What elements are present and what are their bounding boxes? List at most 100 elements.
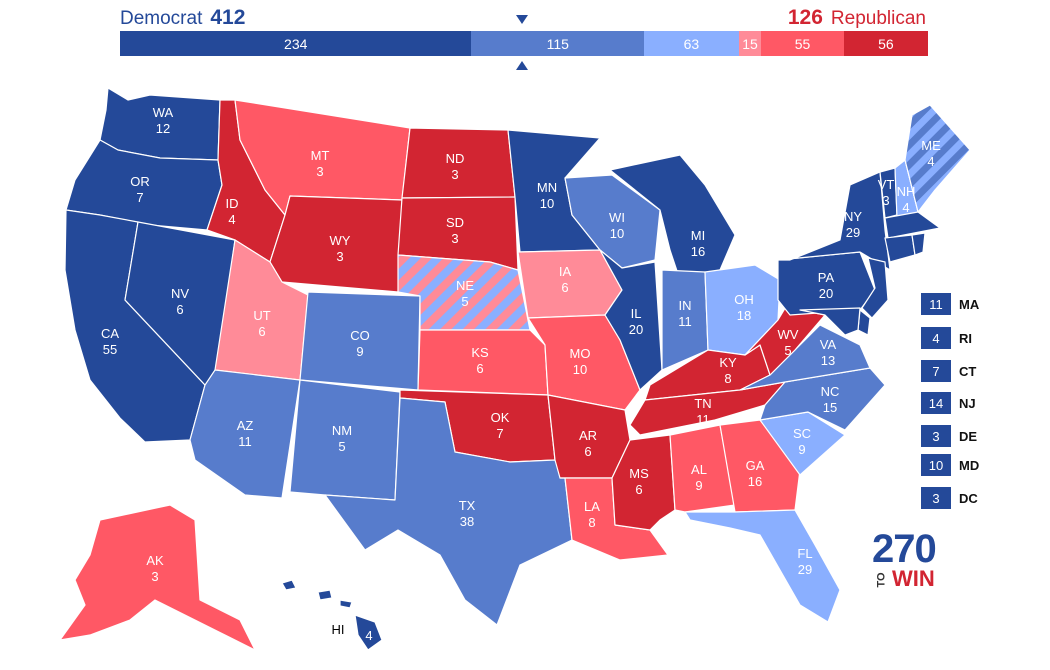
electoral-vote-bar: 234 115 63 15 55 56	[120, 31, 928, 56]
small-state-dc[interactable]: 3 DC	[920, 486, 978, 510]
ev-bar-segment-label: 55	[794, 35, 811, 52]
state-al[interactable]	[669, 424, 736, 513]
state-ga[interactable]	[719, 419, 801, 513]
state-label-tn: TN 11	[694, 396, 711, 427]
logo-to: TO	[875, 572, 888, 588]
state-label-me: ME 4	[921, 138, 941, 169]
small-state-ev: 4	[920, 326, 952, 350]
small-state-abbr: DC	[959, 490, 978, 506]
logo-number: 270	[872, 527, 937, 571]
state-label-il: IL 20	[629, 306, 643, 337]
state-label-va: VA 13	[820, 337, 837, 368]
small-state-abbr: MD	[959, 457, 980, 473]
state-label-ia: IA 6	[559, 264, 572, 295]
state-label-ar: AR 6	[579, 428, 597, 459]
state-wi[interactable]	[564, 174, 661, 269]
small-state-ev: 3	[920, 424, 952, 448]
state-ma[interactable]	[884, 211, 941, 239]
state-label-oh: OH 18	[734, 292, 754, 323]
state-label-hi-abbr: HI	[332, 622, 345, 637]
state-label-id: ID 4	[226, 196, 239, 227]
state-label-wa: WA 12	[153, 105, 174, 136]
state-label-sd: SD 3	[446, 215, 464, 246]
state-ct[interactable]	[884, 234, 916, 263]
state-label-ok: OK 7	[491, 410, 510, 441]
state-ny[interactable]	[777, 171, 891, 271]
ev-bar-segment-label: 115	[546, 35, 569, 52]
small-state-ri[interactable]: 4 RI	[920, 326, 972, 350]
state-label-hi-ev: 4	[365, 628, 372, 643]
ev-bar-segment: 234	[120, 31, 472, 56]
state-label-ny: NY 29	[844, 209, 862, 240]
small-state-abbr: RI	[959, 330, 972, 346]
state-label-ne: NE 5	[456, 278, 474, 309]
republican-ev-total: 126	[787, 6, 823, 29]
state-label-ca: CA 55	[101, 326, 119, 357]
small-state-abbr: CT	[959, 363, 977, 379]
state-az[interactable]	[189, 369, 301, 499]
ev-bar-segment: 56	[843, 31, 928, 56]
state-label-pa: PA 20	[818, 270, 835, 301]
small-state-abbr: NJ	[959, 395, 976, 411]
state-label-vt: VT 3	[878, 177, 895, 208]
small-state-de[interactable]: 3 DE	[920, 424, 977, 448]
small-state-ct[interactable]: 7 CT	[920, 359, 976, 383]
state-label-or: OR 7	[130, 174, 150, 205]
270towin-logo[interactable]: 270 TO WIN	[872, 527, 952, 597]
ev-bar-segment-label: 15	[742, 35, 758, 52]
small-state-md[interactable]: 10 MD	[920, 453, 979, 477]
state-label-nh: NH 4	[897, 184, 916, 215]
state-label-wv: WV 5	[778, 327, 799, 358]
state-label-ut: UT 6	[253, 308, 270, 339]
small-state-nj[interactable]: 14 NJ	[920, 391, 976, 415]
state-ri[interactable]	[911, 232, 926, 256]
state-label-mi: MI 16	[691, 228, 705, 259]
state-label-ky: KY 8	[719, 355, 737, 386]
state-tx[interactable]	[324, 397, 573, 626]
majority-marker-top	[516, 15, 528, 24]
small-state-ev: 3	[920, 486, 952, 510]
ev-bar-segment: 63	[644, 31, 739, 56]
ev-bar-segment-label: 63	[683, 35, 700, 52]
state-label-ak: AK 3	[146, 553, 164, 584]
state-label-ms: MS 6	[629, 466, 649, 497]
democrat-ev-total: 412	[210, 6, 246, 29]
state-hi[interactable]	[281, 579, 383, 651]
state-label-in: IN 11	[678, 298, 692, 329]
state-label-ks: KS 6	[471, 345, 489, 376]
democrat-total-header: Democrat 412	[120, 6, 245, 30]
state-label-wy: WY 3	[330, 233, 351, 264]
state-ak[interactable]	[59, 504, 256, 651]
state-label-mt: MT 3	[311, 148, 330, 179]
state-label-nm: NM 5	[332, 423, 352, 454]
state-fl[interactable]	[684, 509, 841, 623]
state-label-co: CO 9	[350, 328, 370, 359]
state-ca[interactable]	[64, 209, 206, 443]
state-label-az: AZ 11	[237, 418, 254, 449]
state-label-wi: WI 10	[609, 210, 625, 241]
state-label-nc: NC 15	[821, 384, 840, 415]
small-state-ev: 14	[920, 391, 952, 415]
small-state-ma[interactable]: 11 MA	[920, 292, 979, 316]
state-md[interactable]	[799, 307, 861, 336]
state-label-fl: FL 29	[797, 546, 812, 577]
small-state-abbr: DE	[959, 428, 978, 444]
republican-label: Republican	[830, 8, 926, 29]
ev-bar-segment: 115	[471, 31, 645, 56]
small-state-ev: 7	[920, 359, 952, 383]
state-label-sc: SC 9	[793, 426, 811, 457]
small-state-abbr: MA	[959, 296, 980, 312]
state-il[interactable]	[599, 249, 663, 391]
small-state-ev: 11	[920, 292, 952, 316]
ev-bar-segment-label: 234	[284, 35, 308, 52]
state-label-tx: TX 38	[459, 498, 476, 529]
state-label-la: LA 8	[584, 499, 600, 530]
state-nj[interactable]	[861, 257, 889, 319]
majority-marker-bottom	[516, 61, 528, 70]
logo-win: WIN	[892, 566, 935, 591]
state-label-mn: MN 10	[537, 180, 557, 211]
small-state-ev: 10	[920, 453, 952, 477]
republican-total-header: 126 Republican	[788, 6, 926, 30]
state-label-nv: NV 6	[171, 286, 189, 317]
